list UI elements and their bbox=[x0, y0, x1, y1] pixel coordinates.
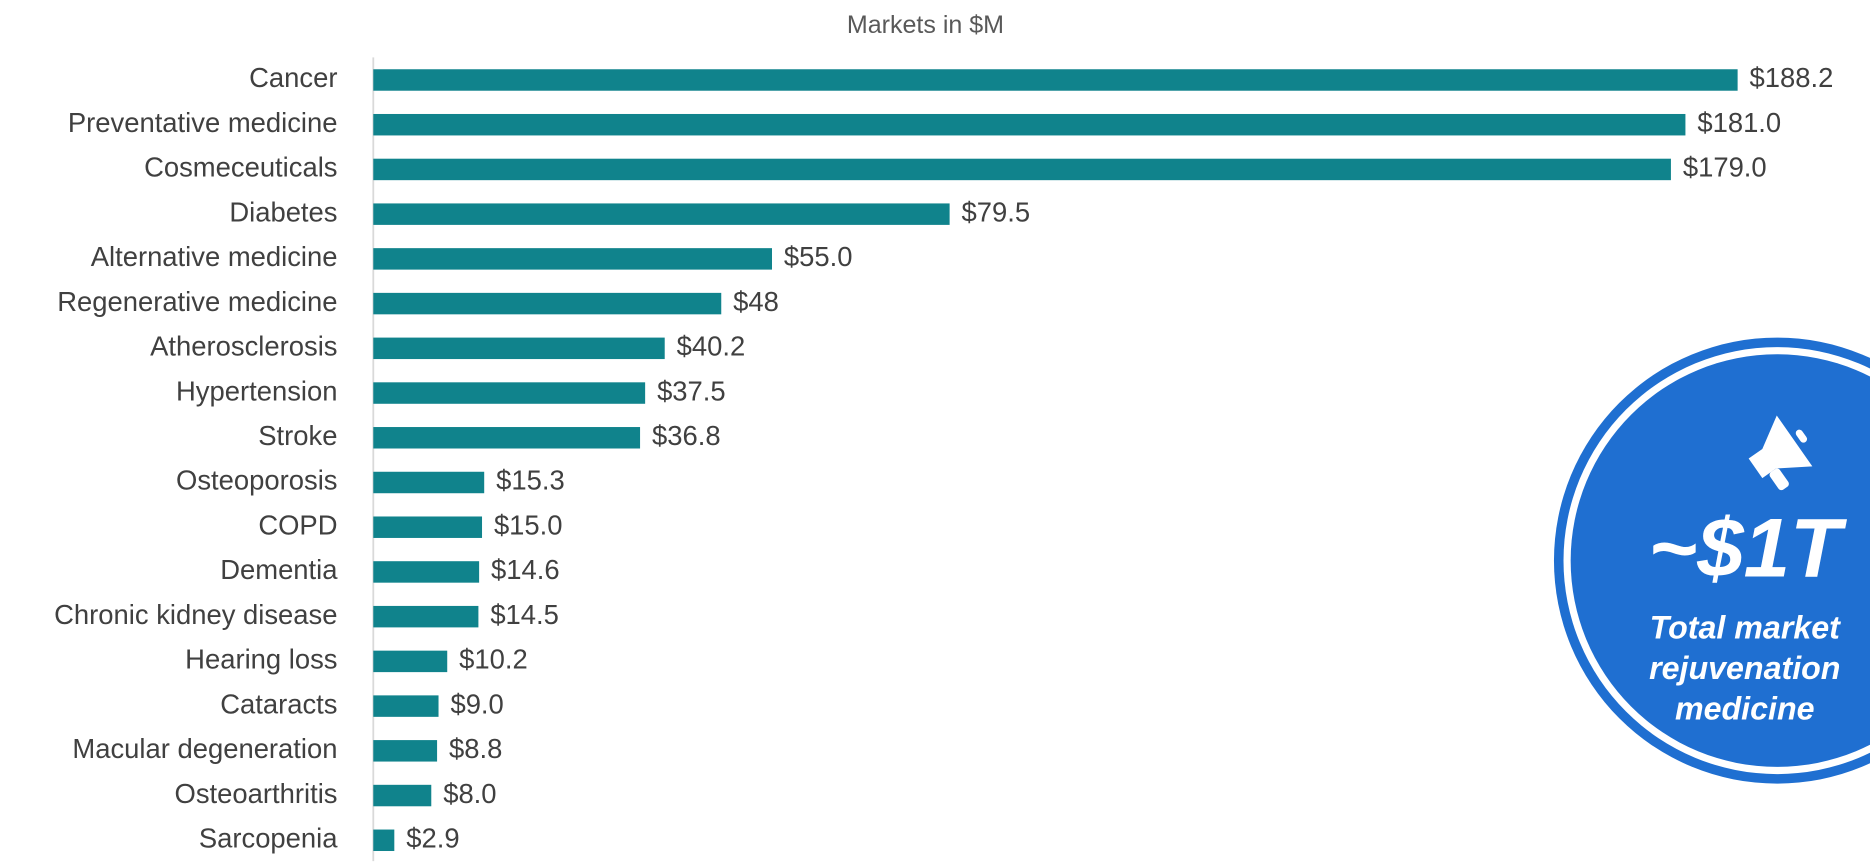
bar bbox=[373, 695, 439, 717]
value-label: $79.5 bbox=[962, 196, 1031, 227]
category-label: Hearing loss bbox=[185, 644, 337, 675]
category-label: Osteoporosis bbox=[176, 465, 337, 496]
value-label: $179.0 bbox=[1683, 152, 1767, 183]
category-label: Stroke bbox=[258, 420, 337, 451]
bar bbox=[373, 650, 448, 673]
category-label: Macular degeneration bbox=[72, 733, 337, 764]
category-label: COPD bbox=[258, 509, 337, 540]
bar bbox=[373, 740, 438, 762]
bar bbox=[373, 203, 950, 225]
bar bbox=[373, 292, 722, 315]
category-label: Cancer bbox=[249, 62, 337, 93]
bar bbox=[373, 605, 479, 628]
bar bbox=[373, 561, 480, 583]
value-label: $36.8 bbox=[652, 420, 721, 451]
bar bbox=[373, 113, 1686, 136]
value-label: $40.2 bbox=[677, 331, 746, 362]
callout: ~$1T Total market rejuvenation medicine bbox=[1554, 337, 1870, 784]
chart-title: Markets in $M bbox=[847, 11, 1004, 39]
callout-text: Total market bbox=[1650, 609, 1841, 645]
value-label: $188.2 bbox=[1750, 62, 1834, 93]
bar bbox=[373, 337, 665, 360]
callout-text: medicine bbox=[1675, 690, 1815, 726]
callout-headline: ~$1T bbox=[1648, 501, 1847, 595]
category-label: Preventative medicine bbox=[68, 107, 338, 138]
bar bbox=[373, 471, 485, 494]
bar bbox=[373, 516, 483, 538]
value-label: $55.0 bbox=[784, 241, 853, 272]
bar bbox=[373, 382, 646, 404]
value-label: $37.5 bbox=[657, 375, 726, 406]
value-label: $181.0 bbox=[1697, 107, 1781, 138]
category-label: Sarcopenia bbox=[199, 823, 338, 854]
value-label: $48 bbox=[733, 286, 779, 317]
bar bbox=[373, 784, 432, 807]
value-label: $14.6 bbox=[491, 554, 560, 585]
megaphone-icon bbox=[1748, 415, 1813, 491]
value-label: $2.9 bbox=[406, 823, 459, 854]
bar bbox=[373, 158, 1671, 181]
category-label: Osteoarthritis bbox=[175, 778, 338, 809]
bar bbox=[373, 829, 395, 852]
callout-text: rejuvenation bbox=[1649, 650, 1840, 686]
value-label: $15.0 bbox=[494, 509, 563, 540]
bar bbox=[373, 69, 1738, 91]
value-label: $15.3 bbox=[496, 465, 565, 496]
value-label: $10.2 bbox=[459, 644, 528, 675]
value-label: $8.8 bbox=[449, 733, 502, 764]
category-label: Dementia bbox=[220, 554, 338, 585]
category-label: Atherosclerosis bbox=[150, 331, 337, 362]
category-label: Cataracts bbox=[220, 688, 337, 719]
bar bbox=[373, 427, 641, 449]
category-label: Regenerative medicine bbox=[57, 286, 337, 317]
category-label: Chronic kidney disease bbox=[54, 599, 337, 630]
category-label: Hypertension bbox=[176, 375, 337, 406]
category-label: Cosmeceuticals bbox=[144, 152, 337, 183]
value-label: $8.0 bbox=[443, 778, 496, 809]
category-label: Alternative medicine bbox=[91, 241, 338, 272]
value-label: $9.0 bbox=[450, 688, 503, 719]
bar bbox=[373, 248, 773, 270]
category-label: Diabetes bbox=[229, 196, 337, 227]
value-label: $14.5 bbox=[490, 599, 559, 630]
